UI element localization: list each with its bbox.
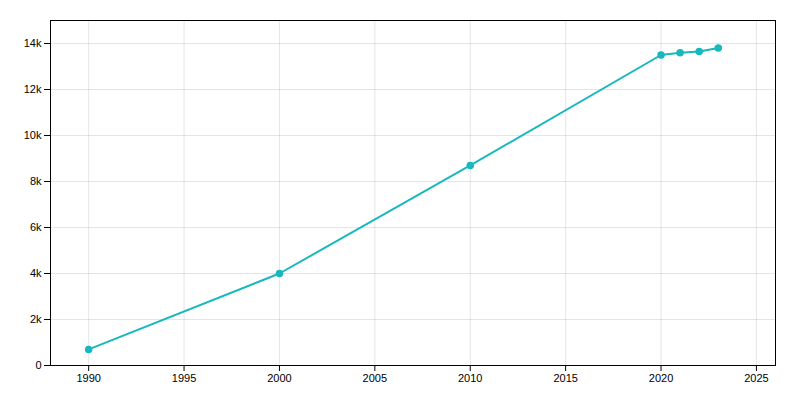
svg-text:1990: 1990 — [76, 372, 100, 384]
svg-text:2005: 2005 — [363, 372, 387, 384]
svg-text:12k: 12k — [24, 83, 42, 95]
svg-text:8k: 8k — [30, 175, 42, 187]
svg-text:10k: 10k — [24, 129, 42, 141]
svg-text:4k: 4k — [30, 267, 42, 279]
svg-text:0: 0 — [35, 359, 41, 371]
svg-text:14k: 14k — [24, 37, 42, 49]
svg-text:6k: 6k — [30, 221, 42, 233]
svg-text:2020: 2020 — [649, 372, 673, 384]
svg-text:2015: 2015 — [553, 372, 577, 384]
svg-text:2010: 2010 — [458, 372, 482, 384]
svg-text:1995: 1995 — [172, 372, 196, 384]
svg-text:2025: 2025 — [744, 372, 768, 384]
svg-text:2k: 2k — [30, 313, 42, 325]
svg-text:2000: 2000 — [267, 372, 291, 384]
